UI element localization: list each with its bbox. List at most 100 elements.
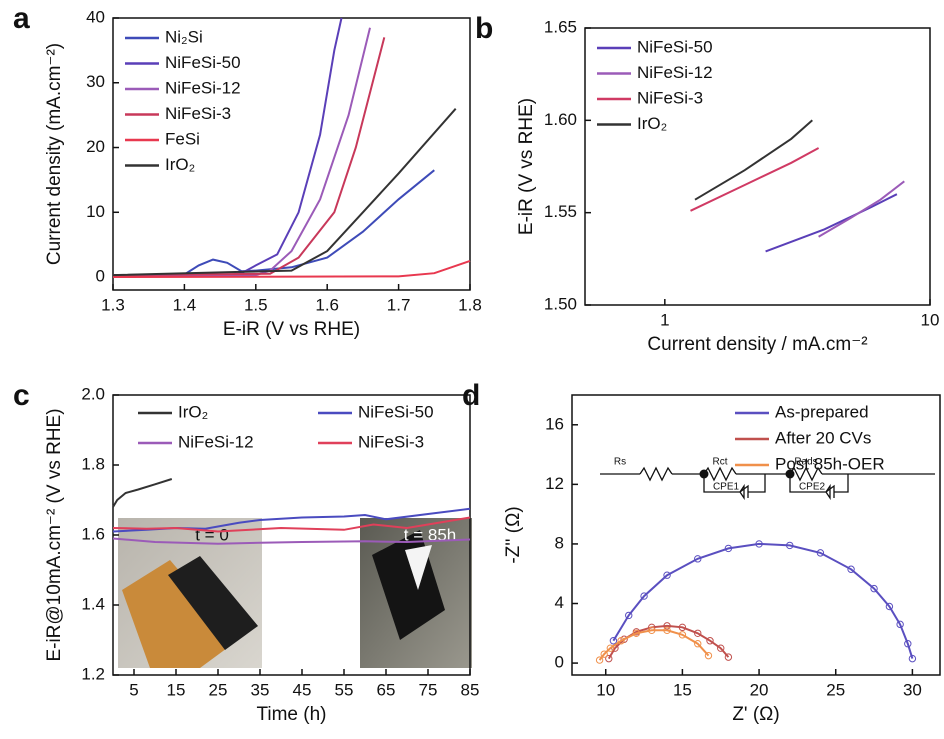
data-point [600, 650, 608, 658]
x-tick-label: 35 [251, 680, 270, 699]
plot-frame [571, 394, 941, 676]
x-axis-label: Z' (Ω) [732, 704, 779, 725]
data-point [786, 541, 794, 550]
y-tick-label: 10 [86, 202, 105, 221]
series-line [765, 193, 898, 253]
data-point [904, 640, 912, 648]
y-tick-label: 1.65 [544, 17, 577, 36]
data-point [663, 571, 671, 579]
series-line [607, 624, 730, 660]
electrode [122, 560, 238, 668]
data-point [663, 622, 671, 630]
data-point [606, 644, 615, 652]
x-tick-label: 25 [209, 680, 228, 699]
data-point [896, 620, 904, 629]
x-tick-label: 1.3 [101, 295, 125, 314]
series-line [612, 542, 914, 659]
data-point [663, 626, 671, 635]
legend-label: IrO₂ [165, 155, 195, 174]
plot-frame [112, 17, 471, 291]
y-tick-label: 1.6 [81, 524, 105, 543]
legend-label: After 20 CVs [775, 428, 871, 447]
plot-frame [584, 27, 931, 306]
y-tick-label: 40 [86, 7, 105, 26]
y-tick-label: 1.4 [81, 594, 105, 613]
y-tick-label: 12 [545, 474, 564, 493]
y-tick-label: 1.55 [544, 202, 577, 221]
data-point [694, 555, 702, 563]
data-point [678, 623, 687, 632]
data-point [724, 653, 733, 661]
legend-label: Post 85h-OER [775, 454, 885, 473]
x-tick-label: 1.4 [173, 295, 197, 314]
y-tick-label: 16 [545, 414, 564, 433]
series-line [112, 478, 173, 508]
legend-label: NiFeSi-12 [178, 432, 254, 451]
y-tick-label: 30 [86, 72, 105, 91]
x-tick-label: 10 [596, 680, 615, 699]
x-tick-label: 1 [660, 310, 669, 329]
legend-label: NiFeSi-50 [165, 53, 241, 72]
data-point [724, 544, 733, 553]
y-axis-label: Current density (mA.cm⁻²) [44, 43, 65, 265]
legend-label: NiFeSi-50 [637, 37, 713, 56]
series-line [112, 516, 471, 533]
data-point [678, 631, 687, 639]
y-tick-label: 0 [96, 267, 105, 286]
data-point [908, 654, 917, 663]
circuit-label: Rads [794, 457, 817, 468]
x-tick-label: 20 [750, 680, 769, 699]
series-line [112, 108, 457, 277]
data-point [632, 629, 641, 637]
y-axis-label: E-iR@10mA.cm⁻² (V vs RHE) [44, 408, 65, 661]
panel-label: a [13, 2, 30, 35]
series-line [113, 27, 371, 277]
legend-label: NiFeSi-50 [358, 402, 434, 421]
y-tick-label: 1.50 [544, 294, 577, 313]
node [699, 469, 709, 479]
x-tick-label: 15 [167, 680, 186, 699]
data-point [755, 540, 763, 548]
data-point [595, 656, 604, 664]
data-point [717, 644, 725, 652]
x-tick-label: 5 [129, 680, 138, 699]
x-tick-label: 85 [461, 680, 480, 699]
legend-label: NiFeSi-3 [165, 104, 231, 123]
y-tick-label: 20 [86, 137, 105, 156]
legend-label: NiFeSi-12 [637, 63, 713, 82]
x-tick-label: 45 [293, 680, 312, 699]
plot-frame [112, 394, 471, 676]
data-point [648, 626, 656, 635]
x-tick-label: 10 [921, 310, 940, 329]
electrode-glint [405, 545, 432, 590]
data-point [617, 637, 625, 645]
data-point [605, 654, 613, 663]
electrode-dark [168, 556, 258, 650]
data-point [625, 611, 633, 620]
y-axis-label: E-iR (V vs RHE) [516, 98, 537, 235]
y-tick-label: 2.0 [81, 384, 105, 403]
y-tick-label: 1.2 [81, 664, 105, 683]
node [785, 469, 795, 479]
data-point [609, 637, 618, 645]
x-tick-label: 1.8 [458, 295, 482, 314]
data-point [706, 637, 714, 645]
panel-label: d [462, 379, 480, 412]
x-tick-label: 1.5 [244, 295, 268, 314]
panel-label: c [13, 379, 30, 412]
x-tick-label: 55 [335, 680, 354, 699]
y-tick-label: 1.60 [544, 110, 577, 129]
x-tick-label: 25 [826, 680, 845, 699]
data-point [885, 602, 894, 611]
series-line [690, 147, 820, 212]
legend-label: Ni₂Si [165, 27, 203, 46]
legend-label: NiFeSi-3 [358, 432, 424, 451]
circuit-label: CPE1 [713, 482, 740, 493]
series-line [694, 119, 813, 201]
series-line [112, 37, 386, 277]
legend-label: As-prepared [775, 402, 869, 421]
circuit [600, 466, 935, 501]
x-axis-label: Current density / mA.cm⁻² [647, 334, 867, 355]
x-tick-label: 15 [673, 680, 692, 699]
circuit-label: Rct [713, 457, 728, 468]
